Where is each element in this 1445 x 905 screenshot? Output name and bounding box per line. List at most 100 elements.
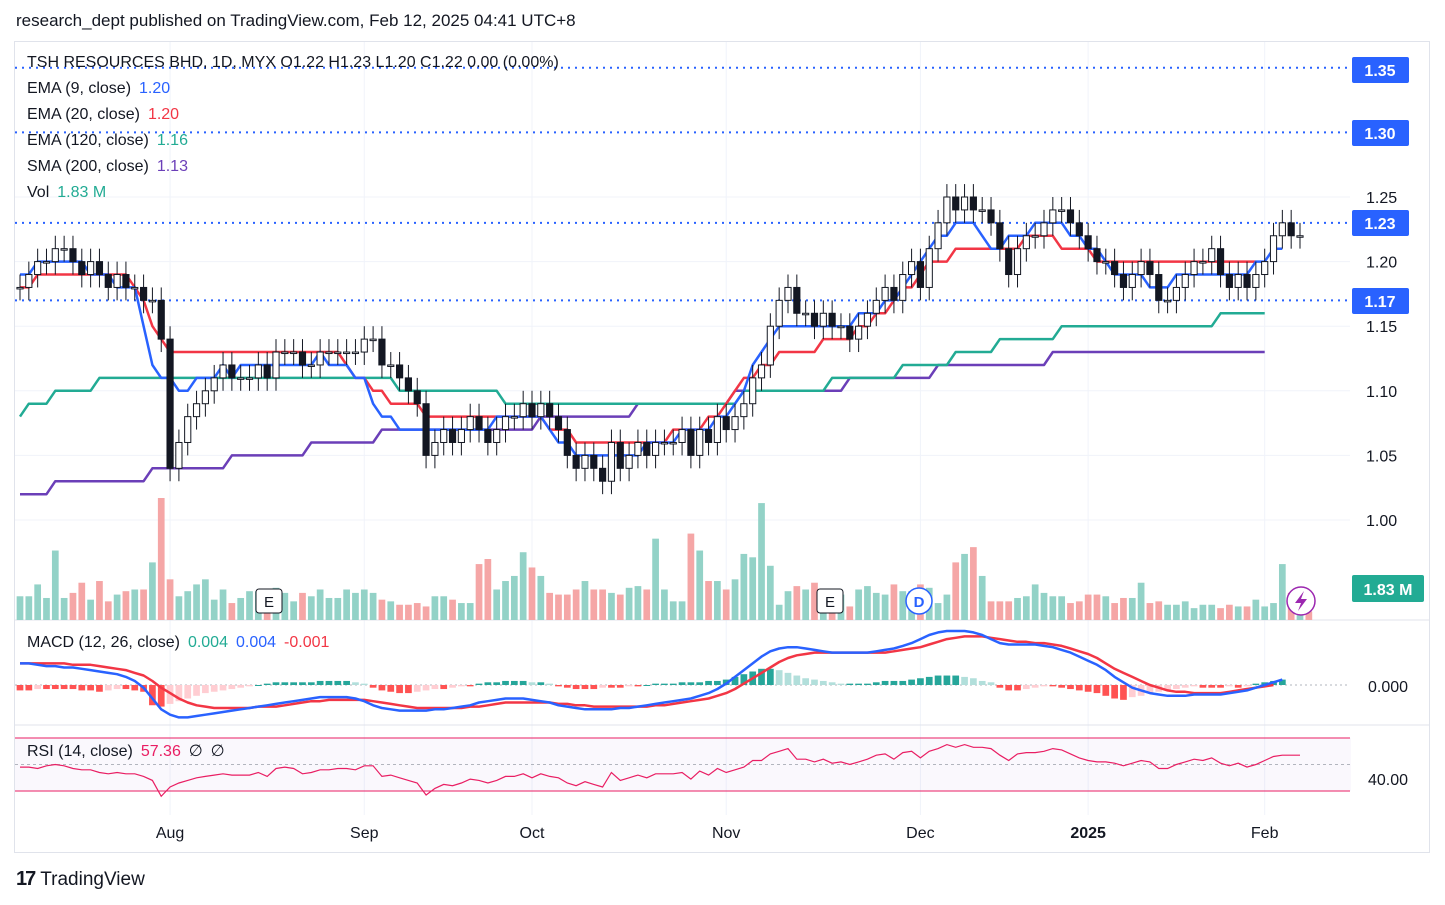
candle bbox=[899, 261, 907, 314]
candle bbox=[590, 442, 598, 482]
candle-body bbox=[960, 196, 969, 211]
candle-body bbox=[1287, 222, 1295, 237]
candle bbox=[334, 339, 342, 365]
volume-bar bbox=[616, 594, 624, 620]
dividend-marker[interactable]: D bbox=[905, 587, 933, 615]
candle-body bbox=[890, 286, 898, 301]
macd-hist-bar bbox=[193, 685, 200, 696]
volume-bar bbox=[510, 575, 518, 620]
legend-sma200[interactable]: SMA (200, close) 1.13 bbox=[27, 158, 188, 176]
candle bbox=[201, 377, 209, 417]
candle-body bbox=[643, 441, 651, 456]
macd-hist-bar bbox=[316, 680, 324, 685]
candle-body bbox=[1084, 235, 1092, 250]
volume-bar bbox=[1199, 604, 1207, 620]
candle-body bbox=[404, 377, 413, 392]
candle-body bbox=[148, 299, 157, 303]
volume-bar bbox=[1181, 601, 1189, 620]
candle bbox=[387, 352, 395, 378]
candle bbox=[298, 339, 307, 378]
candle-body bbox=[60, 248, 68, 251]
legend-ema120-value: 1.16 bbox=[156, 132, 188, 149]
candle bbox=[872, 287, 880, 327]
legend-volume[interactable]: Vol 1.83 M bbox=[27, 184, 106, 202]
candle bbox=[1049, 197, 1057, 236]
legend-rsi-na1: ∅ bbox=[188, 743, 203, 760]
candle-body bbox=[343, 351, 351, 355]
candle bbox=[484, 416, 492, 456]
candle bbox=[404, 364, 413, 404]
macd-hist-bar bbox=[493, 682, 501, 685]
macd-hist-bar bbox=[122, 685, 130, 690]
candle bbox=[987, 197, 995, 236]
candle bbox=[272, 339, 280, 391]
candle bbox=[42, 248, 51, 275]
macd-hist-bar bbox=[572, 685, 580, 690]
legend-ema120[interactable]: EMA (120, close) 1.16 bbox=[27, 132, 188, 150]
volume-bar bbox=[722, 589, 730, 620]
candle bbox=[713, 403, 721, 456]
candle-body bbox=[87, 261, 95, 276]
candle-body bbox=[1163, 299, 1172, 303]
macd-hist-bar bbox=[1005, 685, 1013, 691]
svg-text:1.30: 1.30 bbox=[1364, 126, 1395, 143]
earnings-marker-aug[interactable]: E bbox=[255, 588, 283, 614]
rsi-line bbox=[20, 743, 1300, 798]
candle bbox=[307, 352, 315, 378]
macd-hist-bar bbox=[263, 683, 271, 685]
macd-hist-bar bbox=[608, 685, 615, 688]
macd-hist-bar bbox=[1234, 685, 1242, 688]
tradingview-logo[interactable]: 17 TradingView bbox=[16, 868, 145, 891]
volume-bar bbox=[1190, 608, 1198, 620]
volume-bar bbox=[1049, 596, 1057, 620]
volume-bar bbox=[952, 562, 960, 620]
macd-hist-bar bbox=[325, 680, 333, 685]
candle bbox=[1269, 222, 1278, 275]
legend-macd[interactable]: MACD (12, 26, close) 0.004 0.004 -0.001 bbox=[27, 634, 329, 652]
candle bbox=[122, 261, 130, 301]
macd-hist-bar bbox=[43, 685, 50, 690]
candle bbox=[113, 261, 121, 301]
legend-ema9-label: EMA (9, close) bbox=[27, 80, 132, 97]
candle-body bbox=[1049, 209, 1057, 224]
volume-bar bbox=[210, 599, 218, 620]
earnings-marker-nov[interactable]: E bbox=[816, 588, 844, 614]
candle bbox=[501, 403, 510, 443]
volume-bar bbox=[440, 596, 448, 620]
macd-hist-bar bbox=[634, 685, 642, 687]
candle bbox=[1146, 248, 1154, 288]
symbol-legend[interactable]: TSH RESOURCES BHD, 1D, MYX O1.22 H1.23 L… bbox=[27, 54, 559, 72]
macd-hist-bar bbox=[1075, 685, 1083, 691]
candle-body bbox=[1102, 261, 1110, 264]
candle-body bbox=[907, 261, 916, 276]
volume-bar bbox=[625, 587, 633, 620]
volume-bar bbox=[422, 606, 430, 620]
candle bbox=[237, 364, 245, 391]
price-badge-135: 1.35 bbox=[1352, 57, 1409, 83]
volume-bar bbox=[343, 589, 350, 620]
legend-ema9[interactable]: EMA (9, close) 1.20 bbox=[27, 80, 170, 98]
macd-hist-bar bbox=[555, 685, 562, 687]
legend-ema20[interactable]: EMA (20, close) 1.20 bbox=[27, 106, 179, 124]
candle-body bbox=[484, 429, 492, 443]
candle-body bbox=[131, 286, 139, 290]
candle-body bbox=[669, 441, 677, 445]
candle-body bbox=[651, 441, 660, 456]
volume-bar bbox=[1208, 604, 1216, 620]
candle-body bbox=[1013, 248, 1022, 276]
candle bbox=[1040, 209, 1048, 249]
candle bbox=[34, 248, 42, 288]
lightning-icon[interactable] bbox=[1286, 586, 1316, 616]
candle bbox=[228, 352, 236, 391]
macd-hist-bar bbox=[1067, 685, 1074, 690]
volume-bar bbox=[766, 565, 774, 620]
legend-rsi[interactable]: RSI (14, close) 57.36 ∅ ∅ bbox=[27, 741, 225, 761]
candle bbox=[1199, 248, 1207, 275]
volume-bar bbox=[890, 584, 898, 620]
rsi-pane bbox=[15, 737, 1351, 798]
candle bbox=[440, 416, 448, 456]
candle-body bbox=[440, 429, 448, 443]
volume-bar bbox=[1022, 596, 1030, 620]
legend-sma200-value: 1.13 bbox=[156, 158, 188, 175]
